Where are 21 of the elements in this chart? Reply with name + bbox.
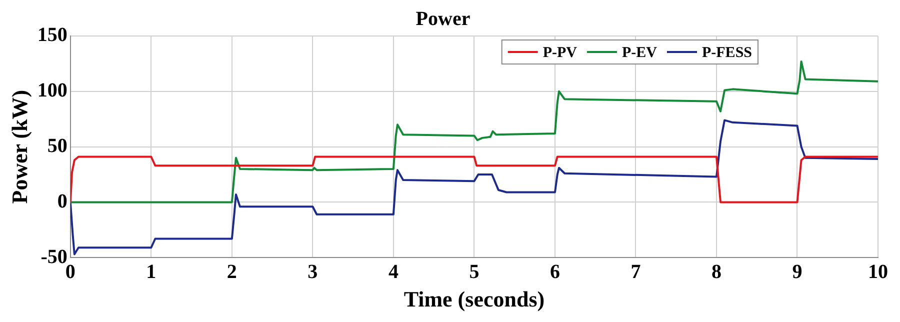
x-axis-title: Time (seconds) bbox=[404, 286, 545, 312]
x-tick-label: 1 bbox=[146, 260, 156, 283]
y-tick-label: 50 bbox=[47, 134, 68, 157]
x-tick-label: 6 bbox=[550, 260, 560, 283]
x-tick-label: 3 bbox=[308, 260, 318, 283]
x-tick-label: 2 bbox=[226, 260, 237, 283]
chart-title: Power bbox=[416, 8, 470, 30]
legend-label: P-EV bbox=[622, 44, 658, 61]
x-tick-label: 4 bbox=[388, 260, 398, 283]
y-tick-label: -50 bbox=[40, 246, 68, 268]
x-tick-label: 9 bbox=[792, 260, 802, 283]
legend-label: P-FESS bbox=[702, 44, 752, 61]
x-tick-label: 8 bbox=[711, 260, 722, 283]
x-tick-label: 5 bbox=[469, 260, 480, 283]
y-axis-title: Power (kW) bbox=[6, 90, 32, 204]
y-tick-label: 0 bbox=[57, 190, 68, 212]
legend-label: P-PV bbox=[542, 44, 578, 61]
x-tick-label: 7 bbox=[630, 260, 641, 283]
x-tick-label: 10 bbox=[868, 260, 888, 283]
y-tick-label: 150 bbox=[37, 24, 68, 46]
y-tick-label: 100 bbox=[37, 80, 68, 102]
